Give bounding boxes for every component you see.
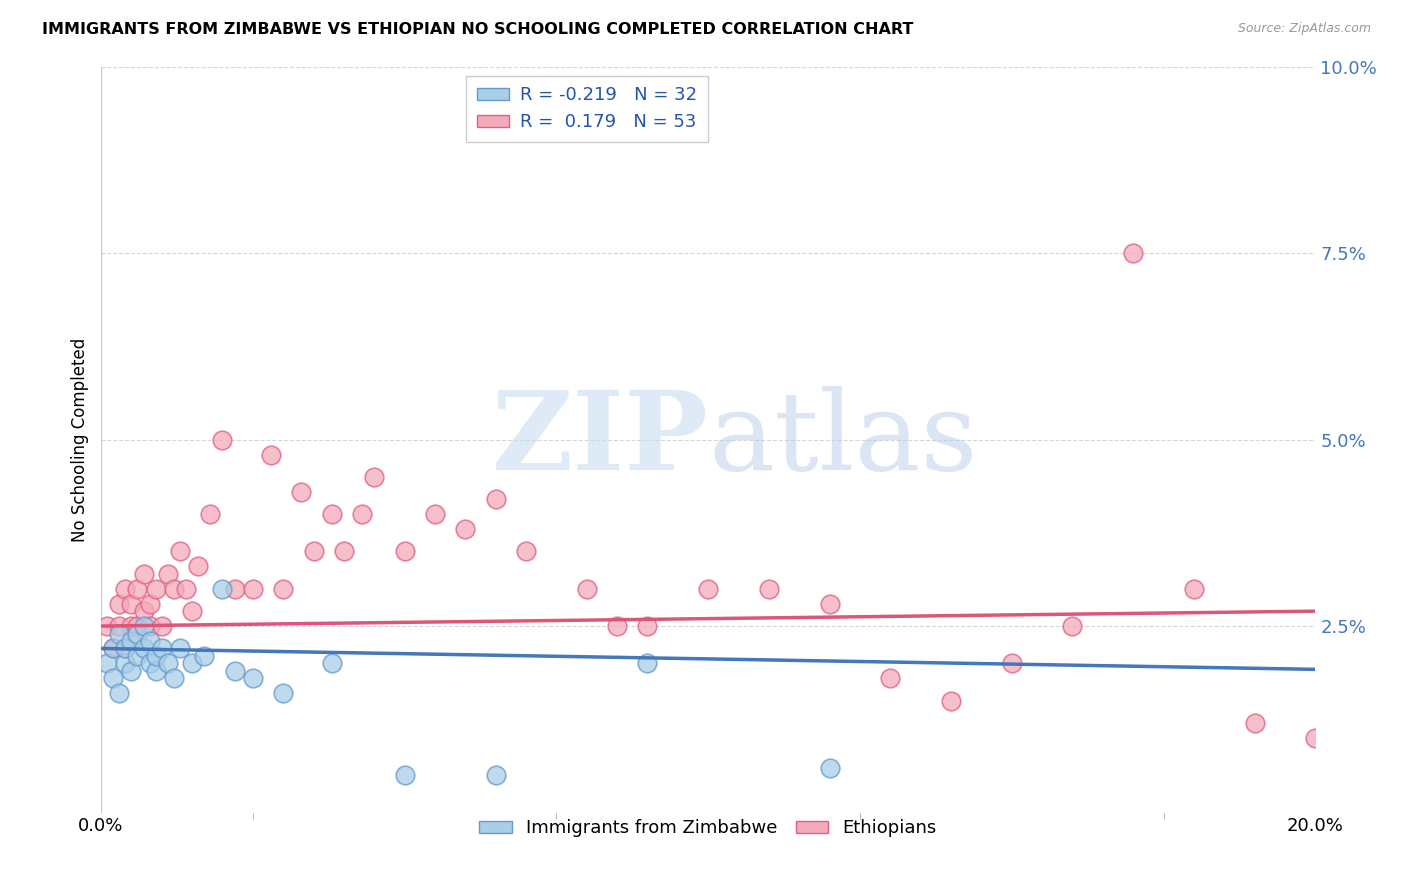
Point: [108, 686, 131, 700]
Point: [169, 641, 191, 656]
Point: [174, 582, 197, 596]
Point: [181, 657, 204, 671]
Point: [939, 694, 962, 708]
Point: [302, 544, 325, 558]
Point: [169, 544, 191, 558]
Point: [575, 582, 598, 596]
Point: [454, 522, 477, 536]
Point: [145, 648, 167, 663]
Point: [156, 657, 179, 671]
Point: [120, 619, 142, 633]
Point: [150, 619, 173, 633]
Point: [103, 641, 125, 656]
Point: [132, 619, 155, 633]
Y-axis label: No Schooling Completed: No Schooling Completed: [72, 337, 89, 541]
Point: [423, 507, 446, 521]
Point: [127, 619, 149, 633]
Point: [150, 641, 173, 656]
Point: [120, 634, 142, 648]
Point: [103, 671, 125, 685]
Point: [108, 597, 131, 611]
Point: [211, 433, 233, 447]
Text: atlas: atlas: [709, 386, 977, 493]
Point: [163, 671, 186, 685]
Point: [1122, 246, 1144, 260]
Point: [290, 484, 312, 499]
Point: [879, 671, 901, 685]
Point: [321, 507, 343, 521]
Point: [224, 664, 246, 678]
Point: [1243, 716, 1265, 731]
Point: [108, 626, 131, 640]
Point: [363, 470, 385, 484]
Point: [271, 686, 294, 700]
Point: [132, 566, 155, 581]
Point: [333, 544, 356, 558]
Point: [114, 582, 136, 596]
Point: [697, 582, 720, 596]
Point: [637, 657, 659, 671]
Point: [127, 626, 149, 640]
Point: [242, 671, 264, 685]
Point: [242, 582, 264, 596]
Point: [394, 768, 416, 782]
Point: [114, 641, 136, 656]
Point: [127, 648, 149, 663]
Legend: Immigrants from Zimbabwe, Ethiopians: Immigrants from Zimbabwe, Ethiopians: [472, 812, 945, 845]
Point: [485, 492, 508, 507]
Point: [515, 544, 537, 558]
Point: [132, 604, 155, 618]
Point: [96, 619, 118, 633]
Point: [120, 597, 142, 611]
Text: Source: ZipAtlas.com: Source: ZipAtlas.com: [1237, 22, 1371, 36]
Point: [132, 641, 155, 656]
Point: [321, 657, 343, 671]
Point: [224, 582, 246, 596]
Point: [1001, 657, 1024, 671]
Point: [1182, 582, 1205, 596]
Point: [394, 544, 416, 558]
Point: [271, 582, 294, 596]
Point: [1305, 731, 1327, 745]
Point: [127, 582, 149, 596]
Text: ZIP: ZIP: [492, 386, 709, 493]
Point: [181, 604, 204, 618]
Point: [818, 597, 841, 611]
Point: [200, 507, 222, 521]
Point: [156, 566, 179, 581]
Point: [138, 619, 160, 633]
Text: IMMIGRANTS FROM ZIMBABWE VS ETHIOPIAN NO SCHOOLING COMPLETED CORRELATION CHART: IMMIGRANTS FROM ZIMBABWE VS ETHIOPIAN NO…: [42, 22, 914, 37]
Point: [114, 657, 136, 671]
Point: [114, 641, 136, 656]
Point: [187, 559, 209, 574]
Point: [485, 768, 508, 782]
Point: [96, 657, 118, 671]
Point: [138, 597, 160, 611]
Point: [352, 507, 374, 521]
Point: [260, 448, 283, 462]
Point: [145, 664, 167, 678]
Point: [138, 657, 160, 671]
Point: [103, 641, 125, 656]
Point: [606, 619, 628, 633]
Point: [163, 582, 186, 596]
Point: [138, 634, 160, 648]
Point: [193, 648, 215, 663]
Point: [1062, 619, 1084, 633]
Point: [120, 664, 142, 678]
Point: [145, 582, 167, 596]
Point: [818, 761, 841, 775]
Point: [637, 619, 659, 633]
Point: [211, 582, 233, 596]
Point: [758, 582, 780, 596]
Point: [108, 619, 131, 633]
